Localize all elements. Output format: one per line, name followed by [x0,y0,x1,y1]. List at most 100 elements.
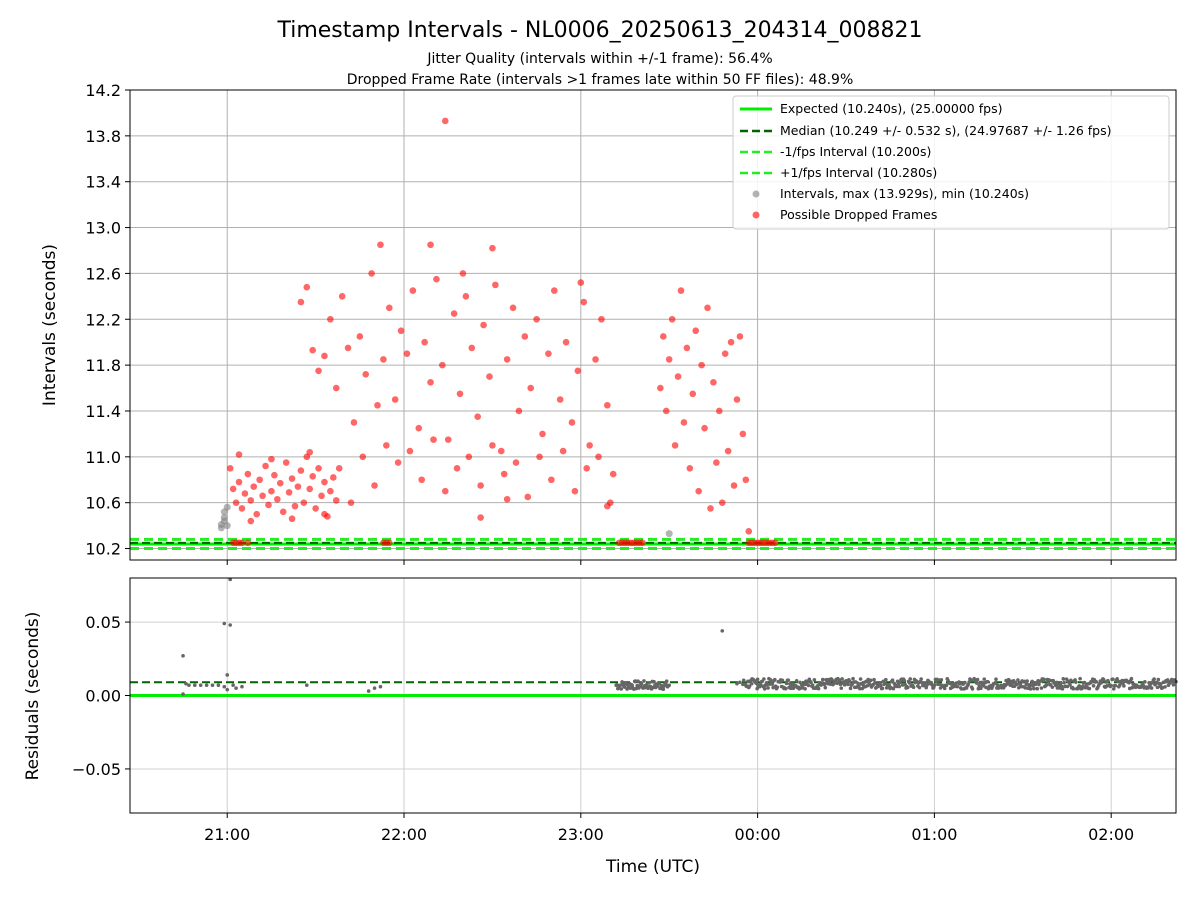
residual-point [304,683,309,688]
dropped-frame-point [662,407,670,415]
dropped-frame-point [548,476,555,484]
residual-point [944,683,949,688]
dropped-frame-point [321,352,328,360]
residual-point [812,678,817,682]
interval-point [665,530,673,538]
legend-label-dropped: Possible Dropped Frames [780,207,937,222]
dropped-frame-point [492,281,499,289]
residual-point [636,679,640,684]
residual-point [747,684,752,688]
dropped-frame-point [604,401,611,409]
residual-point [741,678,746,683]
dropped-frame-point [362,370,370,378]
residual-point [1060,687,1065,691]
dropped-frame-point [657,384,664,392]
bottom-scatter-points [181,577,1178,696]
dropped-frame-point [265,501,272,509]
dropped-frame-point [312,505,319,512]
residual-point [234,686,238,690]
dropped-frame-point [244,539,252,547]
residual-point [1071,686,1076,691]
dropped-frame-point [241,490,249,497]
dropped-frame-point [586,442,593,449]
dropped-frame-point [739,430,747,438]
top-y-axis-label: Intervals (seconds) [40,244,60,406]
residual-point [1042,677,1046,682]
x-axis-label: Time (UTC) [605,857,700,877]
residual-point [924,685,929,690]
residual-point [240,684,244,689]
dropped-frame-point [489,442,496,449]
residual-point [823,685,828,690]
dropped-frame-point [477,514,484,521]
residual-point [1091,683,1096,688]
dropped-frame-point [745,528,753,535]
residual-point [911,685,916,690]
residual-point [858,677,863,681]
dropped-frame-point [356,333,364,340]
residual-point [181,654,185,658]
dropped-frame-point [683,344,691,352]
residual-point [1062,680,1066,685]
residual-point [905,685,910,690]
legend-label-expected: Expected (10.240s), (25.00000 fps) [780,101,1002,116]
residual-point [780,678,785,683]
residual-point [1058,681,1063,686]
top-y-tick-label: 13.4 [85,173,121,192]
top-plot-frame [129,89,1177,561]
residual-point [894,684,899,689]
residual-point [1163,685,1167,689]
residual-point [803,687,807,691]
dropped-frame-point [253,510,260,518]
dropped-frame-point [288,475,296,482]
residual-point [919,677,923,681]
residual-point [633,679,638,683]
residual-point [762,677,766,681]
legend-label-plus-fps: +1/fps Interval (10.280s) [780,165,937,180]
x-tick-label: 02:00 [1088,825,1134,844]
dropped-frame-point [321,478,328,486]
residual-point [1039,686,1044,690]
dropped-frame-point [527,384,535,392]
residual-point [963,680,967,685]
residual-point [847,679,852,684]
top-y-tick-label: 13.0 [85,219,121,238]
residual-point [890,678,895,682]
top-x-ticks [226,560,1112,565]
dropped-frame-point [668,315,676,323]
dropped-frame-point [497,447,505,455]
dropped-frame-point [288,515,296,523]
residual-point [762,687,767,691]
dropped-frame-point [268,455,275,463]
dropped-frame-point [692,327,700,335]
dropped-frame-point [394,459,402,466]
residual-point [773,677,777,682]
residual-point [738,680,742,685]
residual-point [975,677,980,682]
x-tick-label: 21:00 [204,825,250,844]
dropped-frame-point [736,333,744,340]
residual-point [1152,677,1156,681]
dropped-frame-point [568,419,576,426]
residual-point [647,681,651,685]
dropped-frame-point [318,492,325,500]
dropped-frame-point [350,419,358,426]
residual-point [720,629,725,633]
residual-point [985,679,990,684]
dropped-frame-point [306,485,314,493]
dropped-frame-point [409,287,417,294]
dropped-frame-point [403,350,411,357]
residual-point [884,677,888,682]
residual-point [1061,677,1066,681]
top-reference-lines [130,537,1176,551]
dropped-frame-point [335,464,343,472]
residual-point [228,623,232,627]
residual-point [1121,681,1125,685]
dropped-frame-point [303,283,311,291]
residual-point [667,683,672,688]
residual-point [1016,678,1020,682]
dropped-frame-point [262,462,269,470]
residual-point [181,692,185,696]
dropped-frame-point [733,396,741,403]
bottom-y-axis-label: Residuals (seconds) [23,612,43,781]
